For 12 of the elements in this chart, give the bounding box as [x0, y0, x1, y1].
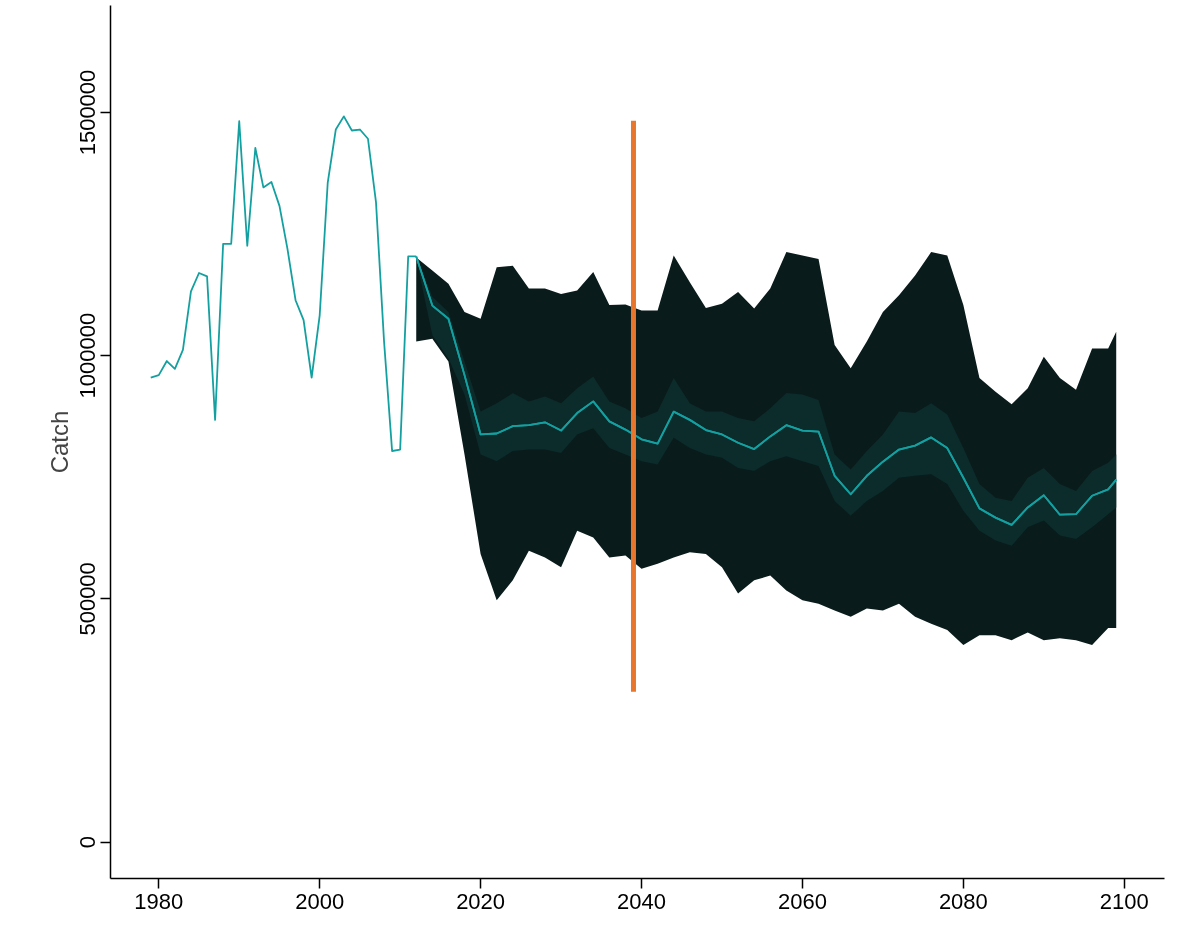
y-tick-label: 1000000: [75, 312, 101, 399]
x-tick-label: 2080: [938, 888, 988, 914]
x-tick-label: 2060: [777, 888, 827, 914]
x-tick-label: 1980: [134, 888, 184, 914]
x-tick-label: 2100: [1099, 888, 1149, 914]
y-tick-label: 0: [75, 835, 101, 849]
y-tick-label: 1500000: [75, 69, 101, 156]
y-axis-title: Catch: [45, 410, 73, 474]
y-tick-label: 500000: [75, 562, 101, 636]
x-tick-label: 2040: [617, 888, 667, 914]
x-tick-label: 2000: [295, 888, 345, 914]
x-tick-label: 2020: [456, 888, 506, 914]
